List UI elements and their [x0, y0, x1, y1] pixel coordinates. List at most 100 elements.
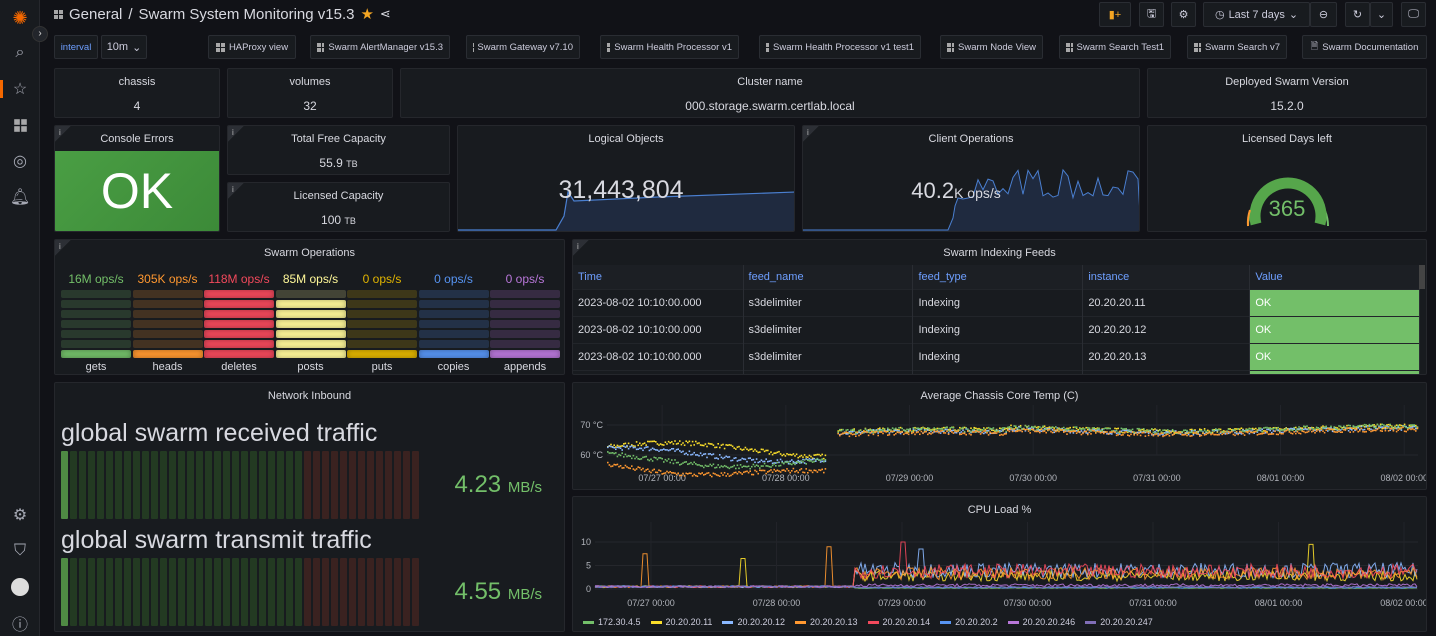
cpu-series-line: [594, 585, 1418, 589]
explore-compass-icon[interactable]: ◎: [13, 153, 27, 170]
info-icon[interactable]: i: [228, 126, 244, 142]
feeds-table: Time feed_name feed_type instance Value 2023-…: [573, 265, 1420, 374]
bar-cell: [124, 451, 131, 519]
ops-segment: [418, 320, 489, 328]
ops-bar-puts: 0 ops/s puts: [347, 272, 417, 373]
core-temp-chart: 70 °C 60 °C 07/27 00:00 07/28 00:00 07/29 00…: [580, 405, 1426, 483]
settings-gear-icon[interactable]: ⚙: [12, 507, 28, 524]
ops-value: 0 ops/s: [362, 272, 402, 286]
dashboard-link[interactable]: Swarm Health Processor v1: [600, 35, 739, 59]
bar-cell: [304, 558, 311, 626]
dashboard-link[interactable]: Swarm Health Processor v1 test1: [759, 35, 921, 59]
table-scrollbar[interactable]: [1419, 265, 1425, 289]
stat-unit: TB: [346, 159, 358, 169]
bar-cell: [349, 451, 356, 519]
info-icon[interactable]: i: [803, 126, 819, 142]
bar-cell: [79, 451, 86, 519]
logical-objects-panel: Logical Objects 31,443,804: [457, 125, 795, 232]
legend-item[interactable]: 20.20.20.247: [1085, 617, 1153, 627]
legend-item[interactable]: 20.20.20.14: [867, 617, 930, 627]
zoom-out-button[interactable]: ⊖: [1310, 2, 1337, 27]
link-label: Swarm AlertManager v15.3: [328, 41, 443, 53]
info-icon[interactable]: i: [55, 240, 71, 256]
dashboard-link[interactable]: Swarm AlertManager v15.3: [310, 35, 450, 59]
column-header[interactable]: Value: [1249, 265, 1420, 289]
star-icon[interactable]: ★: [360, 6, 374, 23]
bar-cell: [367, 451, 374, 519]
help-icon[interactable]: ⓘ: [11, 617, 28, 634]
ops-segment: [132, 300, 203, 308]
legend-item[interactable]: 20.20.20.2: [940, 617, 998, 627]
expand-sidebar-button[interactable]: ›: [32, 26, 48, 42]
y-tick-label: 5: [586, 561, 591, 571]
legend-item[interactable]: 20.20.20.246: [1007, 617, 1075, 627]
legend-item[interactable]: 20.20.20.13: [794, 617, 858, 627]
bar-cell: [394, 451, 401, 519]
bar-cell: [412, 451, 419, 519]
legend-item[interactable]: 20.20.20.11: [650, 617, 712, 627]
ops-segment: [275, 350, 346, 358]
x-tick-label: 07/28 00:00: [753, 598, 801, 608]
bar-cell: [277, 558, 284, 626]
link-label: Swarm Node View: [958, 41, 1036, 53]
starred-icon[interactable]: ☆: [12, 81, 28, 98]
dashboard-link[interactable]: Swarm Gateway v7.10: [466, 35, 580, 59]
time-picker[interactable]: ◷ Last 7 days ⌄: [1203, 2, 1310, 27]
refresh-interval-dropdown[interactable]: ⌄: [1370, 2, 1393, 27]
column-header[interactable]: Time: [573, 265, 744, 289]
ops-segment: [61, 300, 131, 308]
bar-cell: [169, 558, 176, 626]
refresh-button[interactable]: ↻: [1345, 2, 1370, 27]
info-icon[interactable]: i: [228, 183, 244, 199]
add-panel-button[interactable]: ▮+: [1099, 2, 1131, 27]
bar-cell: [133, 451, 140, 519]
cpu-series-line: [595, 541, 1418, 589]
search-icon[interactable]: ⌕: [15, 44, 25, 61]
interval-select[interactable]: 10m ⌄: [101, 35, 147, 59]
link-label: Swarm Documentation: [1322, 41, 1419, 53]
bar-cell: [178, 451, 185, 519]
table-cell: s3delimiter: [743, 342, 914, 370]
rx-label: global swarm received traffic: [61, 419, 378, 447]
stat-value: 40.2: [911, 178, 955, 203]
grafana-logo-icon[interactable]: ✺: [12, 7, 28, 28]
info-icon[interactable]: i: [573, 240, 589, 256]
tv-mode-button[interactable]: 🖵︎: [1401, 2, 1426, 27]
column-header[interactable]: feed_name: [743, 265, 914, 289]
avatar[interactable]: [8, 575, 32, 599]
table-cell: 2023-08-02 10:10:00.000: [573, 315, 744, 343]
dashboards-icon[interactable]: [8, 113, 32, 137]
link-label: Swarm Health Processor v1: [614, 41, 732, 53]
column-header[interactable]: instance: [1082, 265, 1251, 289]
ops-segment: [204, 310, 274, 318]
dashboard-link[interactable]: HAProxy view: [208, 35, 296, 59]
dashboard-link[interactable]: 🗎︎ Swarm Documentation: [1302, 35, 1427, 59]
ops-segment: [61, 290, 131, 298]
temp-series-3: [607, 426, 1419, 478]
shield-icon[interactable]: ⛉: [13, 542, 26, 559]
breadcrumb-folder[interactable]: General: [69, 5, 123, 23]
x-tick-label: 07/28 00:00: [762, 473, 810, 483]
share-icon[interactable]: ⋖: [379, 6, 391, 21]
dashboard-link[interactable]: Swarm Search v7: [1187, 35, 1287, 59]
dashboard-grid-icon: [766, 42, 770, 52]
info-icon[interactable]: i: [55, 126, 71, 142]
ops-segment: [61, 310, 131, 318]
column-header[interactable]: feed_type: [912, 265, 1084, 289]
ops-bar-gets: 16M ops/s gets: [61, 272, 131, 373]
page-title[interactable]: Swarm System Monitoring v15.3: [138, 5, 355, 23]
legend-swatch: [940, 621, 952, 625]
deployed-version-panel: Deployed Swarm Version 15.2.0: [1147, 68, 1427, 118]
save-button[interactable]: 🖫︎: [1139, 2, 1164, 27]
dashboard-link[interactable]: Swarm Node View: [940, 35, 1043, 59]
cpu-load-chart: 10 5 0 07/27 00:00 07/28 00:00 07/29 00:00 07/…: [581, 522, 1426, 608]
alerting-bell-icon[interactable]: 🔔︎: [9, 189, 31, 206]
cluster-name-panel: Cluster name 000.storage.swarm.certlab.lo…: [400, 68, 1140, 118]
dashboard-link[interactable]: Swarm Search Test1: [1059, 35, 1171, 59]
legend-item[interactable]: 20.20.20.12: [722, 617, 785, 627]
active-indicator: [0, 80, 3, 98]
network-inbound-panel: Network Inbound global swarm received tr…: [54, 382, 565, 632]
bar-cell: [205, 451, 212, 519]
legend-item[interactable]: 172.30.4.5: [583, 617, 641, 627]
settings-button[interactable]: ⚙: [1171, 2, 1196, 27]
